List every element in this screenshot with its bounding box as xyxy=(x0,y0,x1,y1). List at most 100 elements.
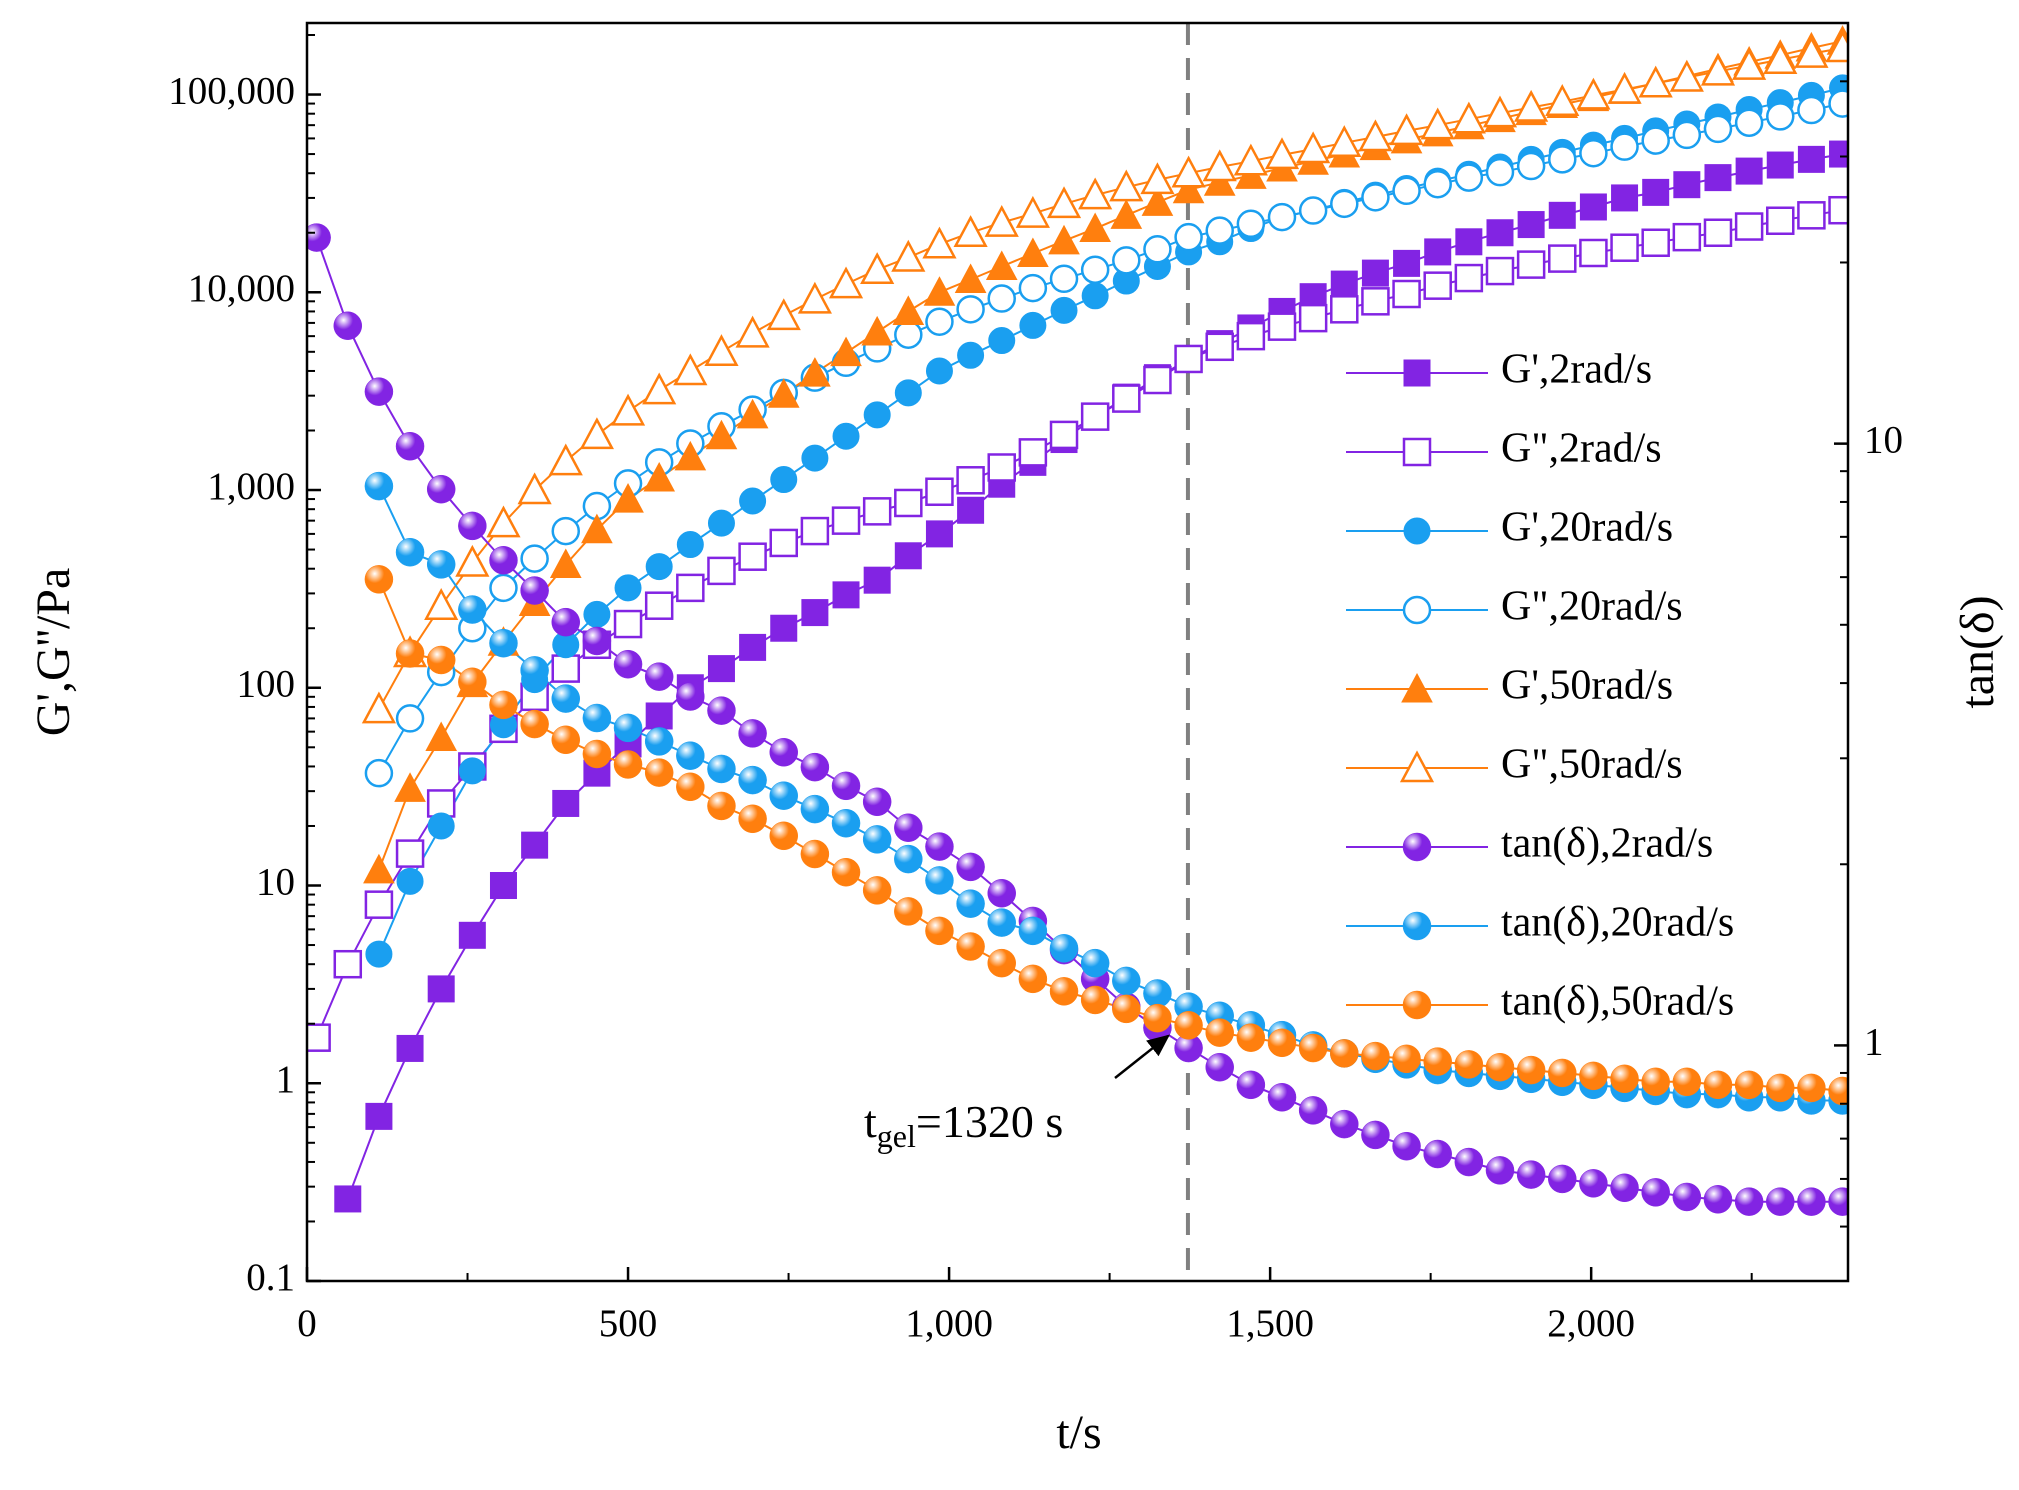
marker-square xyxy=(1018,438,1048,467)
marker-sphere xyxy=(1080,985,1110,1015)
marker-circle xyxy=(1392,176,1421,206)
marker-triangle xyxy=(581,513,613,544)
marker-sphere xyxy=(1174,1011,1203,1040)
marker-circle xyxy=(1330,189,1359,219)
legend-label: G',50rad/s xyxy=(1501,663,1673,709)
marker-triangle xyxy=(1482,95,1518,128)
marker-square xyxy=(925,520,953,548)
marker-square xyxy=(1704,164,1732,192)
marker-circle xyxy=(1112,246,1141,275)
legend-label: tan(δ),2rad/s xyxy=(1501,821,1713,867)
marker-square xyxy=(645,702,673,730)
marker-sphere xyxy=(676,772,705,802)
marker-triangle xyxy=(1763,42,1798,74)
marker-sphere xyxy=(395,537,425,567)
marker-circle xyxy=(1766,102,1795,131)
marker-sphere xyxy=(1143,979,1172,1008)
axes-frame xyxy=(305,21,1850,1283)
marker-triangle xyxy=(953,215,988,247)
marker-sphere xyxy=(520,656,549,685)
marker-square xyxy=(1455,228,1483,256)
marker-sphere xyxy=(987,879,1016,908)
marker-sphere xyxy=(1236,1070,1266,1100)
marker-square xyxy=(1548,244,1577,273)
marker-sphere xyxy=(1672,1067,1702,1097)
marker-square xyxy=(957,496,985,524)
marker-sphere xyxy=(956,932,985,961)
marker-square xyxy=(1828,195,1848,225)
marker-sphere xyxy=(1298,1033,1328,1063)
marker-triangle xyxy=(394,772,426,802)
marker-sphere xyxy=(551,684,581,713)
marker-sphere xyxy=(707,754,736,784)
marker-square xyxy=(1516,250,1546,279)
marker-square xyxy=(307,1023,331,1052)
marker-triangle xyxy=(1638,65,1673,98)
marker-circle xyxy=(365,940,393,968)
marker-triangle xyxy=(1203,166,1236,196)
marker-triangle xyxy=(1048,224,1080,255)
marker-sphere xyxy=(956,852,985,882)
marker-square xyxy=(1298,303,1328,333)
marker-sphere xyxy=(925,916,954,946)
marker-sphere xyxy=(738,804,767,834)
marker-sphere xyxy=(738,719,767,748)
marker-sphere xyxy=(894,897,923,926)
marker-square xyxy=(1829,140,1848,168)
marker-sphere xyxy=(800,752,830,782)
marker-sphere xyxy=(644,662,674,691)
marker-sphere xyxy=(769,781,798,810)
marker-triangle xyxy=(673,353,708,386)
y-tick-label: 10,000 xyxy=(188,267,295,310)
marker-sphere xyxy=(925,866,954,895)
y-tick-label: 10 xyxy=(256,860,295,903)
marker-square xyxy=(1766,151,1794,179)
marker-sphere xyxy=(1402,832,1432,862)
marker-sphere xyxy=(738,765,767,795)
marker-triangle xyxy=(766,298,801,331)
marker-triangle xyxy=(735,315,770,348)
marker-sphere xyxy=(1112,994,1141,1024)
marker-sphere xyxy=(364,471,394,501)
marker-sphere xyxy=(1330,1109,1359,1139)
marker-circle xyxy=(925,357,953,385)
marker-sphere xyxy=(800,794,830,824)
marker-triangle xyxy=(892,295,925,325)
marker-triangle xyxy=(517,472,552,505)
marker-sphere xyxy=(894,844,923,874)
marker-circle xyxy=(645,553,673,581)
marker-square xyxy=(1392,279,1421,309)
marker-sphere xyxy=(1579,1061,1608,1091)
marker-triangle xyxy=(1576,77,1611,110)
marker-triangle xyxy=(1401,672,1433,703)
marker-triangle xyxy=(455,544,490,577)
y-tick-label: 1 xyxy=(276,1058,296,1101)
marker-square xyxy=(1143,365,1172,395)
marker-square xyxy=(1797,145,1825,173)
marker-triangle xyxy=(860,252,895,284)
marker-triangle xyxy=(985,250,1018,281)
marker-square xyxy=(1797,201,1826,230)
marker-square xyxy=(676,573,705,603)
marker-triangle xyxy=(1141,186,1174,216)
marker-triangle xyxy=(1420,107,1455,140)
marker-triangle xyxy=(1669,59,1704,92)
marker-triangle xyxy=(361,691,397,724)
marker-sphere xyxy=(800,839,830,869)
marker-circle xyxy=(1548,145,1577,174)
marker-square xyxy=(1703,218,1733,247)
marker-triangle xyxy=(1171,155,1206,188)
marker-sphere xyxy=(831,771,861,801)
marker-triangle xyxy=(799,357,831,387)
marker-sphere xyxy=(395,432,425,461)
marker-triangle xyxy=(1233,143,1268,176)
marker-circle xyxy=(396,867,424,895)
marker-circle xyxy=(1579,138,1608,168)
marker-triangle xyxy=(579,417,614,450)
marker-circle xyxy=(364,758,394,788)
marker-triangle xyxy=(1015,195,1050,228)
marker-sphere xyxy=(426,645,456,675)
marker-circle xyxy=(1019,311,1047,339)
marker-sphere xyxy=(1703,1070,1733,1100)
marker-square xyxy=(1517,211,1545,239)
